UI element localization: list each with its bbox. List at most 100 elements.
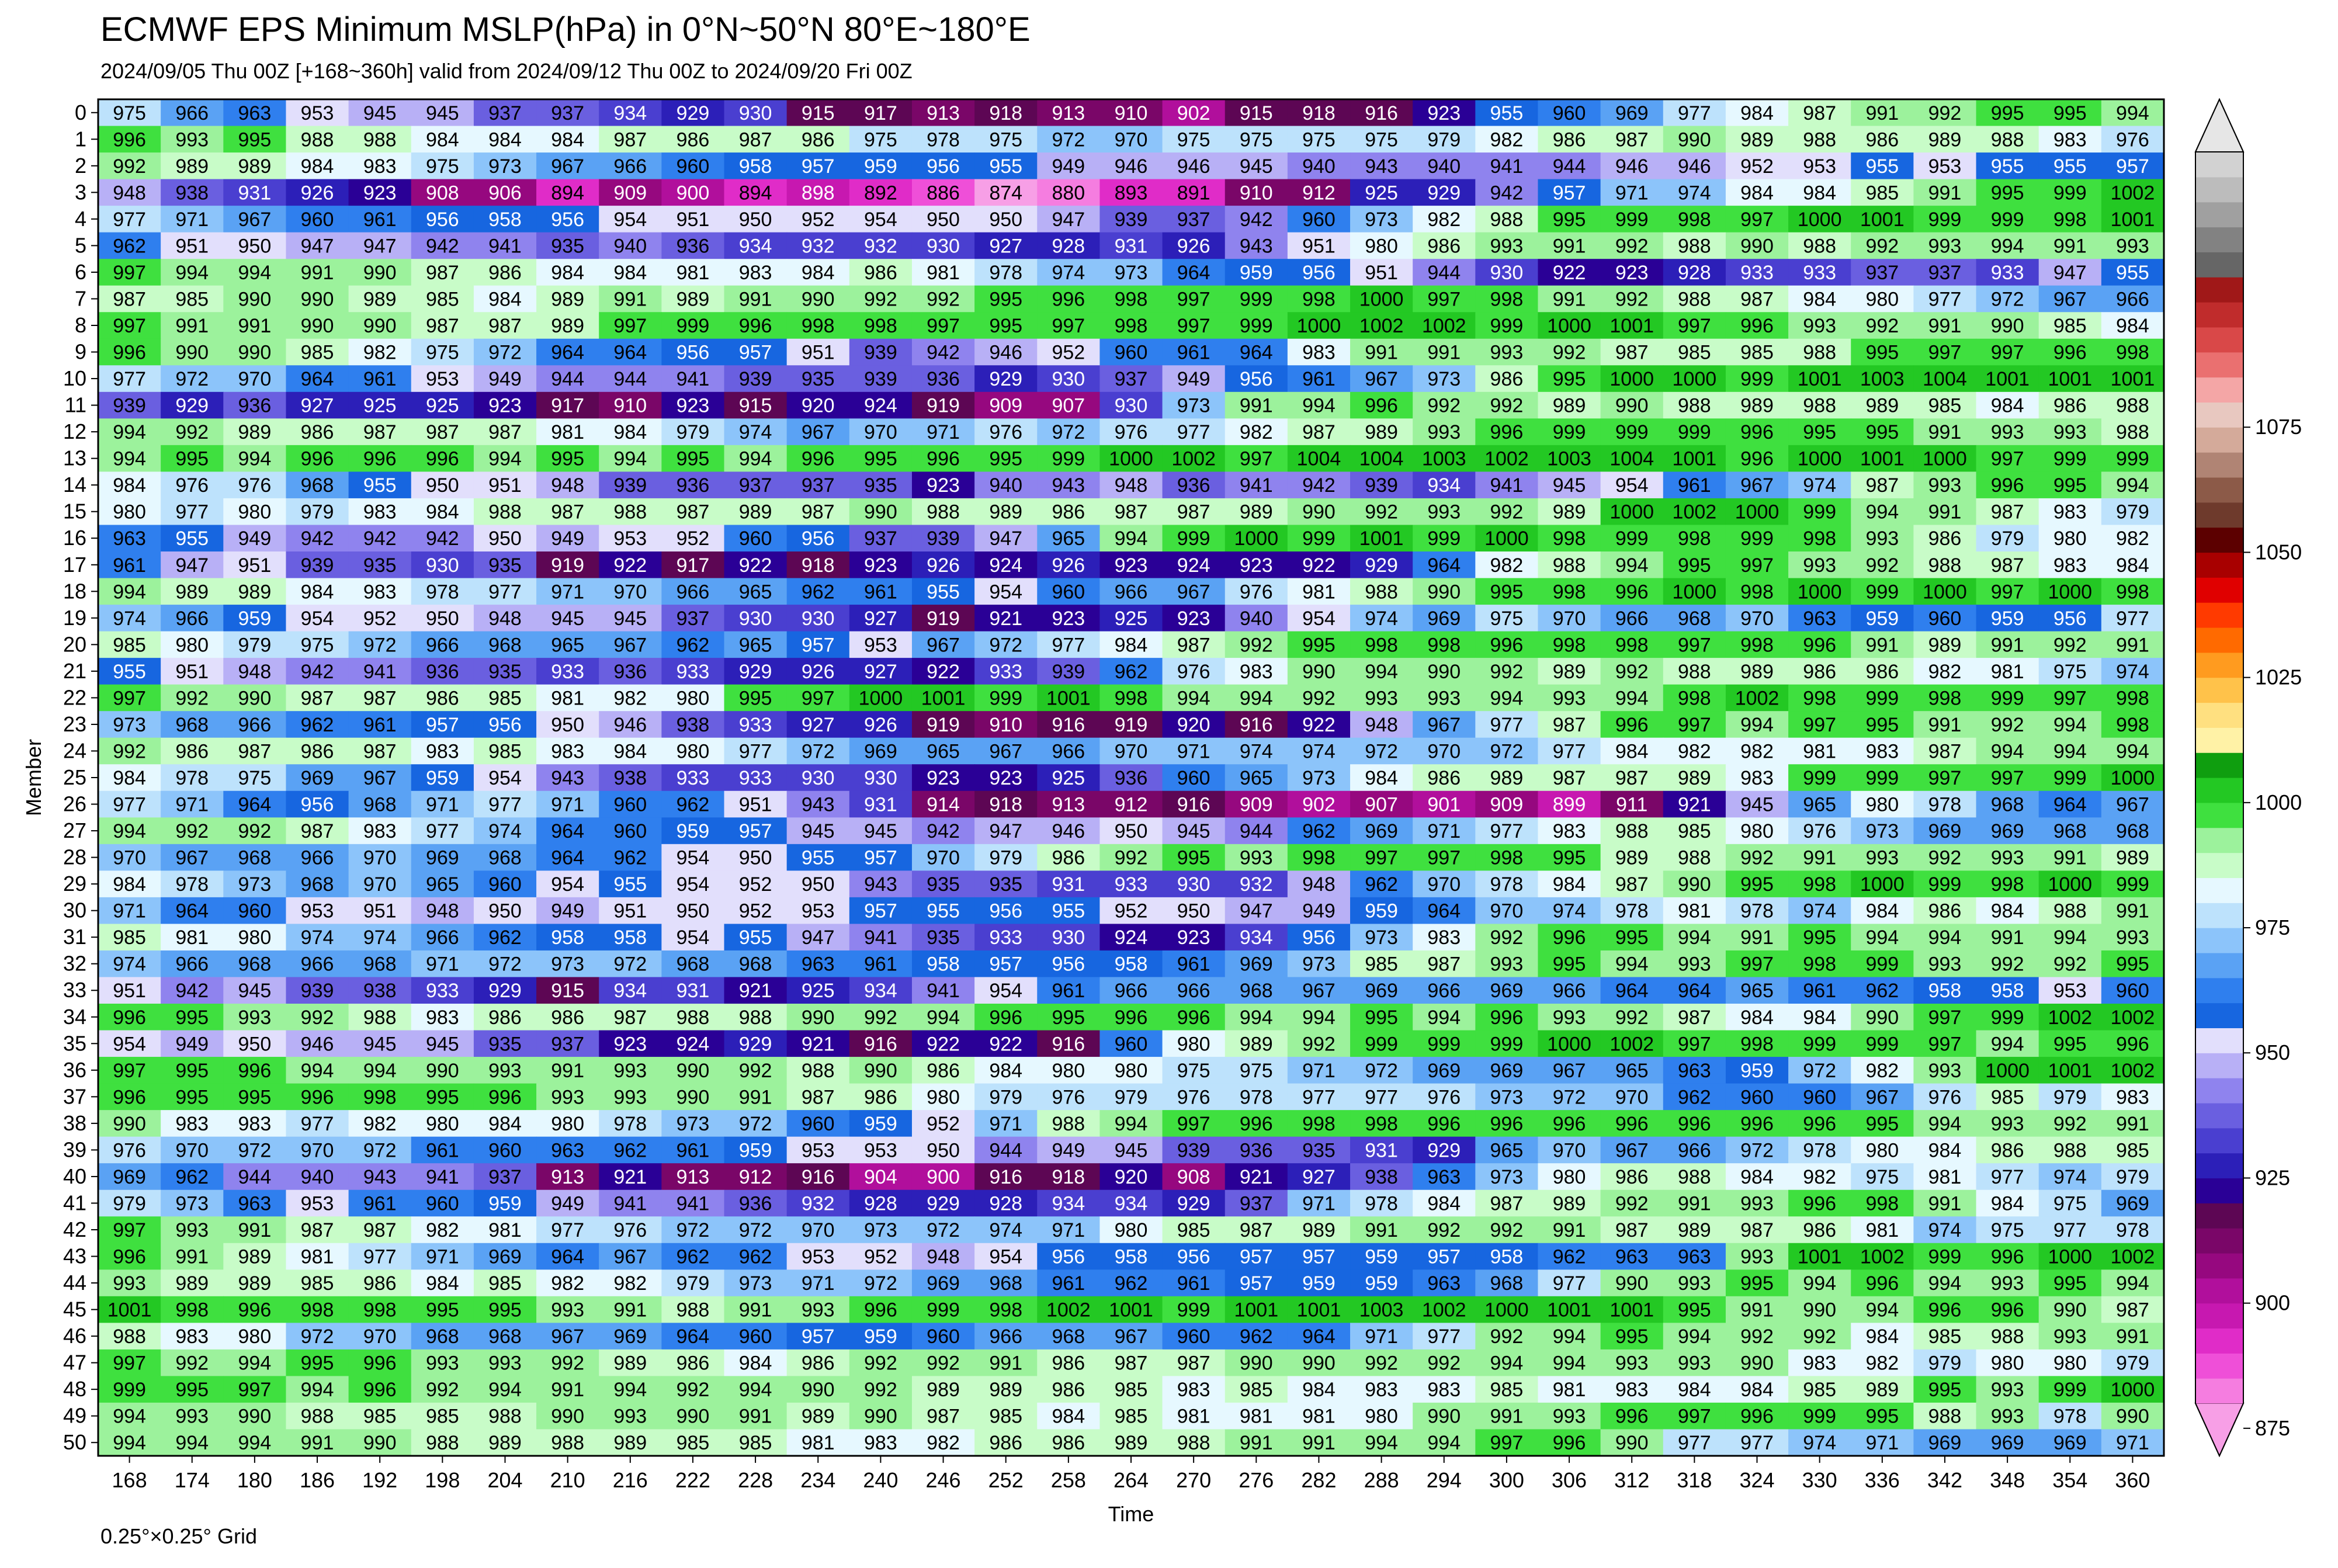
heatmap-cell	[1600, 99, 1664, 127]
cell-value-label: 991	[1490, 1406, 1524, 1428]
heatmap-cell	[1913, 391, 1977, 419]
cell-value-label: 949	[1052, 1139, 1085, 1161]
cell-value-label: 950	[989, 209, 1022, 231]
heatmap-cell	[911, 711, 975, 738]
cell-value-label: 992	[426, 1379, 459, 1401]
cell-value-label: 971	[927, 421, 960, 443]
cell-value-label: 992	[238, 820, 272, 842]
cell-value-label: 984	[1740, 102, 1774, 124]
heatmap-cell	[1788, 418, 1851, 446]
y-tick-label: 5	[75, 233, 86, 257]
heatmap-cell	[536, 126, 599, 153]
cell-value-label: 994	[1427, 1432, 1461, 1454]
heatmap-cell	[1976, 126, 2039, 153]
heatmap-cell	[1350, 285, 1413, 313]
heatmap-cell	[98, 525, 161, 552]
cell-value-label: 980	[1177, 1033, 1210, 1055]
cell-value-label: 956	[927, 155, 960, 178]
heatmap-cell	[724, 152, 788, 180]
cell-value-label: 966	[677, 581, 710, 603]
x-tick-label: 306	[1552, 1468, 1587, 1492]
cell-value-label: 1003	[1359, 1299, 1404, 1321]
heatmap-cell	[849, 790, 913, 818]
heatmap-cell	[1162, 551, 1226, 579]
y-tick-label: 30	[63, 899, 86, 922]
cell-value-label: 993	[1991, 1272, 2024, 1295]
colorbar-segment	[2195, 1328, 2243, 1354]
heatmap-cell	[724, 391, 788, 419]
heatmap-cell	[1475, 631, 1539, 658]
cell-value-label: 995	[2053, 474, 2087, 497]
heatmap-cell	[911, 418, 975, 446]
heatmap-cell	[1287, 365, 1351, 393]
heatmap-cell	[1600, 445, 1664, 473]
heatmap-cell	[1475, 525, 1539, 552]
heatmap-cell	[1725, 126, 1789, 153]
cell-value-label: 941	[864, 927, 897, 949]
heatmap-cell	[223, 605, 287, 632]
heatmap-cell	[1725, 418, 1789, 446]
heatmap-cell	[974, 551, 1038, 579]
heatmap-cell	[411, 737, 474, 765]
y-tick-label: 25	[63, 765, 86, 789]
cell-value-label: 993	[1928, 1060, 1962, 1082]
cell-value-label: 921	[739, 980, 772, 1002]
cell-value-label: 957	[989, 953, 1022, 976]
cell-value-label: 984	[113, 474, 146, 497]
cell-value-label: 920	[1177, 714, 1210, 736]
cell-value-label: 1000	[859, 687, 903, 709]
cell-value-label: 991	[301, 1432, 334, 1454]
cell-value-label: 999	[1615, 421, 1649, 443]
cell-value-label: 979	[2116, 1352, 2149, 1375]
cell-value-label: 971	[2116, 1432, 2149, 1454]
heatmap-cell	[536, 631, 599, 658]
heatmap-cell	[599, 418, 662, 446]
heatmap-cell	[473, 418, 537, 446]
cell-value-label: 954	[989, 1246, 1022, 1268]
cell-value-label: 963	[238, 1192, 272, 1215]
cell-value-label: 959	[426, 767, 459, 789]
colorbar-tick-label: 875	[2255, 1416, 2290, 1440]
cell-value-label: 947	[2053, 262, 2087, 284]
cell-value-label: 916	[1365, 102, 1398, 124]
cell-value-label: 904	[864, 1166, 897, 1188]
cell-value-label: 991	[1740, 927, 1774, 949]
cell-value-label: 970	[363, 1326, 397, 1348]
cell-value-label: 933	[1115, 873, 1148, 896]
cell-value-label: 978	[1240, 1086, 1273, 1108]
cell-value-label: 994	[1427, 1007, 1461, 1029]
cell-value-label: 941	[1490, 155, 1524, 178]
cell-value-label: 939	[1052, 661, 1085, 683]
cell-value-label: 985	[301, 342, 334, 364]
heatmap-cell	[1725, 206, 1789, 233]
heatmap-cell	[223, 126, 287, 153]
cell-value-label: 984	[113, 873, 146, 896]
cell-value-label: 974	[488, 820, 522, 842]
heatmap-cell	[1475, 711, 1539, 738]
cell-value-label: 935	[363, 554, 397, 577]
heatmap-cell	[911, 658, 975, 685]
x-tick-label: 354	[2052, 1468, 2087, 1492]
heatmap-cell	[348, 152, 412, 180]
cell-value-label: 923	[1615, 262, 1649, 284]
cell-value-label: 998	[1740, 634, 1774, 656]
heatmap-cell	[1538, 259, 1601, 286]
cell-value-label: 989	[1865, 395, 1899, 417]
cell-value-label: 1000	[1798, 448, 1842, 470]
heatmap-cell	[2038, 498, 2102, 526]
cell-value-label: 946	[301, 1033, 334, 1055]
cell-value-label: 974	[1803, 474, 1836, 497]
heatmap-cell	[1350, 445, 1413, 473]
heatmap-cell	[1037, 418, 1101, 446]
heatmap-cell	[98, 259, 161, 286]
cell-value-label: 997	[1928, 1007, 1962, 1029]
heatmap-cell	[1224, 259, 1288, 286]
cell-value-label: 987	[1177, 1352, 1210, 1375]
cell-value-label: 919	[927, 608, 960, 630]
heatmap-cell	[1788, 232, 1851, 259]
heatmap-cell	[223, 471, 287, 499]
heatmap-cell	[1976, 471, 2039, 499]
cell-value-label: 975	[1865, 1166, 1899, 1188]
cell-value-label: 989	[739, 501, 772, 523]
cell-value-label: 960	[739, 528, 772, 550]
